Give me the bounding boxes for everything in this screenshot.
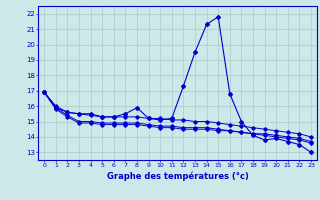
X-axis label: Graphe des températures (°c): Graphe des températures (°c) xyxy=(107,171,249,181)
